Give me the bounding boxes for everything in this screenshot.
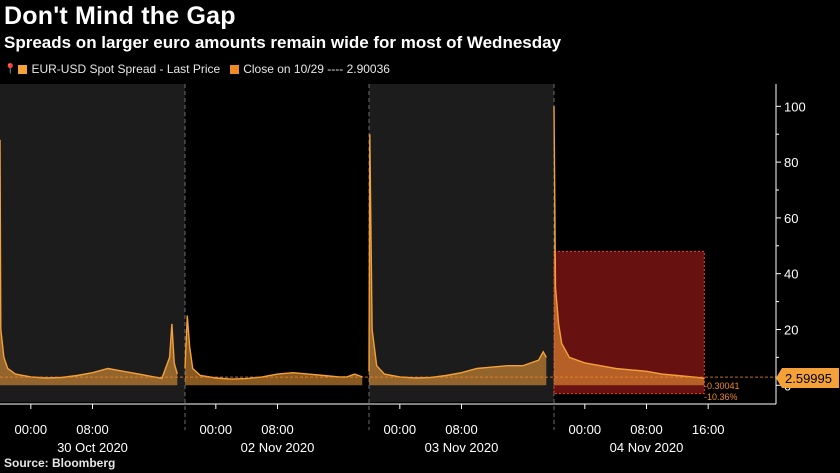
x-time-label: 08:00 bbox=[445, 422, 478, 437]
x-time-label: 00:00 bbox=[384, 422, 417, 437]
series-line bbox=[0, 139, 178, 380]
x-time-label: 00:00 bbox=[15, 422, 48, 437]
chart-subtitle: Spreads on larger euro amounts remain wi… bbox=[4, 33, 562, 52]
day-panel-shade bbox=[369, 84, 554, 402]
series-line bbox=[553, 106, 705, 379]
x-date-label: 03 Nov 2020 bbox=[425, 440, 499, 455]
x-time-label: 00:00 bbox=[569, 422, 602, 437]
y-tick-label: 80 bbox=[784, 155, 798, 170]
change-pct-label: -10.36% bbox=[704, 392, 738, 402]
series-line bbox=[368, 134, 547, 379]
legend-swatch-spread bbox=[18, 64, 28, 74]
day-panel-shade bbox=[0, 84, 185, 402]
legend-label-close: Close on 10/29 ---- 2.90036 bbox=[243, 62, 390, 76]
x-date-label: 30 Oct 2020 bbox=[57, 440, 128, 455]
legend-swatch-close bbox=[230, 64, 240, 74]
y-tick-label: 100 bbox=[784, 99, 806, 114]
x-time-label: 00:00 bbox=[200, 422, 233, 437]
legend-label-spread: EUR-USD Spot Spread - Last Price bbox=[31, 62, 221, 76]
last-price-label: 2.59995 bbox=[785, 371, 832, 386]
chart-legend: 📍 EUR-USD Spot Spread - Last Price Close… bbox=[4, 62, 390, 76]
x-date-label: 02 Nov 2020 bbox=[241, 440, 315, 455]
y-tick-label: 40 bbox=[784, 267, 798, 282]
x-time-label: 08:00 bbox=[76, 422, 109, 437]
series-area bbox=[185, 315, 363, 386]
y-tick-label: 20 bbox=[784, 322, 798, 337]
change-abs-label: -0.30041 bbox=[704, 381, 740, 391]
y-tick-label: 60 bbox=[784, 211, 798, 226]
source-note: Source: Bloomberg bbox=[4, 456, 116, 470]
x-time-label: 08:00 bbox=[630, 422, 663, 437]
chart-title: Don't Mind the Gap bbox=[4, 2, 236, 30]
series-line bbox=[184, 315, 363, 380]
x-time-label: 08:00 bbox=[261, 422, 294, 437]
pin-icon: 📍 bbox=[4, 63, 17, 75]
last-price-tag bbox=[776, 368, 839, 389]
x-date-label: 04 Nov 2020 bbox=[610, 440, 684, 455]
x-time-label: 16:00 bbox=[692, 422, 725, 437]
